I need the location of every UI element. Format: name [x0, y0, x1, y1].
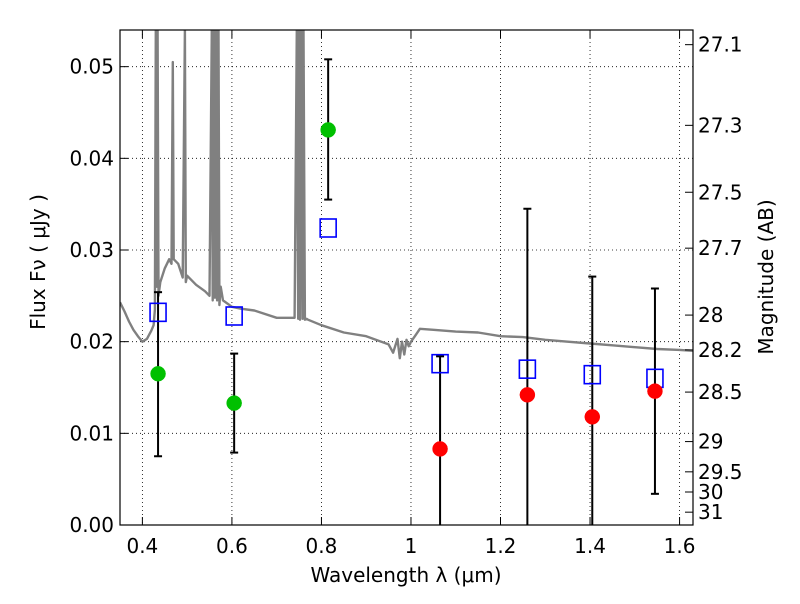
right-tick-label: 30 — [698, 480, 723, 504]
right-tick-label: 28.2 — [698, 338, 743, 362]
y-tick-label: 0.01 — [69, 421, 114, 445]
y-axis-title: Flux Fν ( μJy ) — [26, 194, 50, 330]
plot-frame — [119, 29, 694, 526]
x-axis-title: Wavelength λ (μm) — [310, 563, 501, 587]
model-point-square — [225, 306, 243, 326]
right-tick-label: 29.5 — [698, 460, 743, 484]
model-point-square — [319, 218, 337, 238]
model-spectrum-line — [120, 30, 693, 360]
model-point-square — [518, 359, 537, 379]
data-layer — [120, 30, 693, 360]
x-tick-label: 0.8 — [306, 534, 338, 558]
right-tick-label: 31 — [698, 500, 723, 524]
tick-label-layer: 0.4 0.6 0.8 1 1.2 1.4 1.6 0.00 0.01 0.02 0.03 0.04 0… — [69, 33, 742, 558]
detection-point — [226, 395, 242, 411]
x-tick-label: 1.6 — [664, 534, 696, 558]
upper-limit-point — [519, 387, 536, 403]
x-tick-label: 1.2 — [485, 534, 517, 558]
errorbar-layer — [149, 58, 664, 525]
right-tick-label: 27.5 — [698, 180, 743, 204]
y-tick-label: 0.00 — [69, 513, 114, 537]
right-tick-label: 27.3 — [698, 113, 743, 137]
right-axis-title: Magnitude (AB) — [754, 199, 778, 354]
upper-limit-point — [584, 409, 601, 425]
right-tick-label: 28.5 — [698, 380, 743, 404]
model-point-square — [583, 364, 602, 385]
x-tick-label: 1.4 — [574, 534, 606, 558]
x-tick-label: 0.4 — [126, 534, 158, 558]
upper-limit-point — [432, 441, 448, 457]
y-tick-label: 0.05 — [69, 55, 114, 79]
detection-point — [320, 122, 336, 138]
grid-layer — [120, 30, 693, 526]
y-tick-label: 0.04 — [69, 146, 114, 170]
y-tick-label: 0.03 — [69, 238, 114, 262]
model-point-square — [431, 353, 449, 374]
right-tick-label: 27.7 — [698, 236, 743, 260]
right-tick-label: 28 — [698, 303, 723, 327]
y-tick-label: 0.02 — [69, 330, 114, 354]
detection-point — [150, 366, 166, 382]
upper-limit-point — [647, 383, 663, 399]
right-tick-label: 27.1 — [698, 33, 743, 57]
model-point-square — [149, 302, 167, 323]
x-tick-label: 0.6 — [216, 534, 248, 558]
right-tick-label: 29 — [698, 430, 723, 454]
x-tick-label: 1 — [405, 534, 418, 558]
tick-layer — [120, 30, 693, 526]
